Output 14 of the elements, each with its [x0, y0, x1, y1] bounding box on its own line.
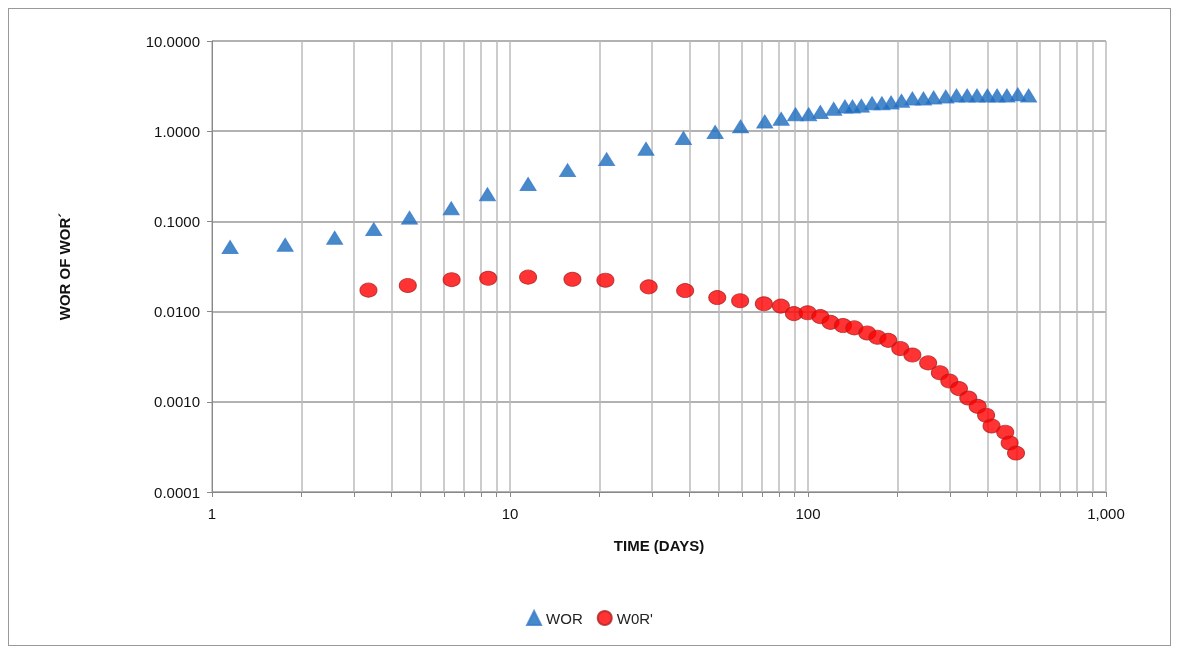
y-tick-label: 0.0001 — [154, 483, 200, 501]
x-tick-label: 1 — [207, 505, 217, 522]
x-tick-label: 100 — [795, 505, 821, 522]
legend-label: W0R' — [616, 609, 654, 627]
y-tick-label: 0.1000 — [154, 212, 200, 230]
y-axis-title: WOR OF WOR´ — [56, 212, 73, 321]
x-tick-label: 10 — [501, 505, 519, 522]
y-tick-label: 0.0100 — [154, 303, 200, 321]
legend-label: WOR — [546, 609, 583, 627]
y-tick-label: 10.0000 — [145, 32, 200, 50]
x-axis-title: TIME (DAYS) — [613, 537, 705, 554]
y-tick-label: 0.0010 — [154, 393, 200, 411]
y-tick-label: 1.0000 — [154, 122, 200, 140]
x-tick-label: 1,000 — [1087, 505, 1125, 522]
